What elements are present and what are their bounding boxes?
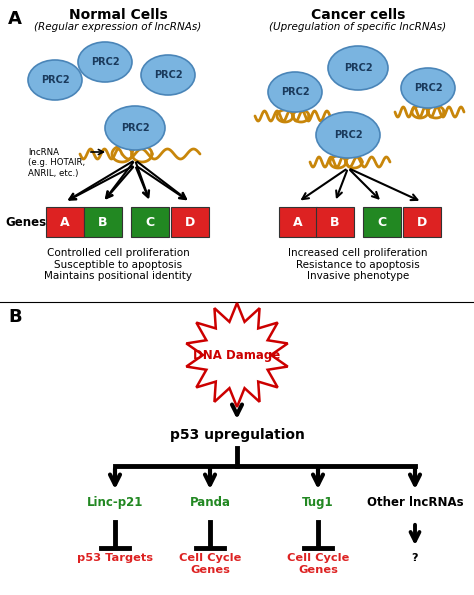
FancyBboxPatch shape <box>46 207 84 237</box>
Text: A: A <box>8 10 22 28</box>
Ellipse shape <box>78 42 132 82</box>
Ellipse shape <box>401 68 455 108</box>
Ellipse shape <box>316 112 380 158</box>
Text: Normal Cells: Normal Cells <box>69 8 167 22</box>
Text: D: D <box>417 215 427 228</box>
Text: Cancer cells: Cancer cells <box>311 8 405 22</box>
Ellipse shape <box>28 60 82 100</box>
Text: Cell Cycle
Genes: Cell Cycle Genes <box>179 553 241 575</box>
Ellipse shape <box>328 46 388 90</box>
Text: ?: ? <box>412 553 418 563</box>
Text: (Regular expression of lncRNAs): (Regular expression of lncRNAs) <box>35 22 201 32</box>
Polygon shape <box>186 303 288 407</box>
FancyBboxPatch shape <box>171 207 209 237</box>
Text: p53 Targets: p53 Targets <box>77 553 153 563</box>
Text: C: C <box>146 215 155 228</box>
Text: A: A <box>60 215 70 228</box>
Text: PRC2: PRC2 <box>41 75 69 85</box>
Text: A: A <box>293 215 303 228</box>
Text: Panda: Panda <box>190 496 230 509</box>
Text: B: B <box>330 215 340 228</box>
Text: DNA Damage: DNA Damage <box>193 349 281 362</box>
FancyBboxPatch shape <box>363 207 401 237</box>
Text: Tug1: Tug1 <box>302 496 334 509</box>
Text: p53 upregulation: p53 upregulation <box>170 428 304 442</box>
Text: PRC2: PRC2 <box>334 130 362 140</box>
Text: Other lncRNAs: Other lncRNAs <box>367 496 463 509</box>
Text: lncRNA
(e.g. HOTAIR,
ANRIL, etc.): lncRNA (e.g. HOTAIR, ANRIL, etc.) <box>28 148 85 178</box>
Text: PRC2: PRC2 <box>414 83 442 93</box>
Text: PRC2: PRC2 <box>121 123 149 133</box>
Ellipse shape <box>268 72 322 112</box>
Text: B: B <box>8 308 22 326</box>
FancyBboxPatch shape <box>316 207 354 237</box>
Text: Controlled cell proliferation
Susceptible to apoptosis
Maintains positional iden: Controlled cell proliferation Susceptibl… <box>44 248 192 281</box>
Text: D: D <box>185 215 195 228</box>
FancyBboxPatch shape <box>403 207 441 237</box>
Text: C: C <box>377 215 387 228</box>
FancyBboxPatch shape <box>84 207 122 237</box>
Text: (Upregulation of specific lncRNAs): (Upregulation of specific lncRNAs) <box>269 22 447 32</box>
Text: Cell Cycle
Genes: Cell Cycle Genes <box>287 553 349 575</box>
FancyBboxPatch shape <box>131 207 169 237</box>
Text: PRC2: PRC2 <box>91 57 119 67</box>
Text: PRC2: PRC2 <box>154 70 182 80</box>
Text: PRC2: PRC2 <box>344 63 372 73</box>
Text: B: B <box>98 215 108 228</box>
Text: PRC2: PRC2 <box>281 87 310 97</box>
Text: Linc-p21: Linc-p21 <box>87 496 143 509</box>
FancyBboxPatch shape <box>279 207 317 237</box>
Ellipse shape <box>141 55 195 95</box>
Text: Genes:: Genes: <box>5 215 51 228</box>
Text: Increased cell proliferation
Resistance to apoptosis
Invasive phenotype: Increased cell proliferation Resistance … <box>288 248 428 281</box>
Ellipse shape <box>105 106 165 150</box>
